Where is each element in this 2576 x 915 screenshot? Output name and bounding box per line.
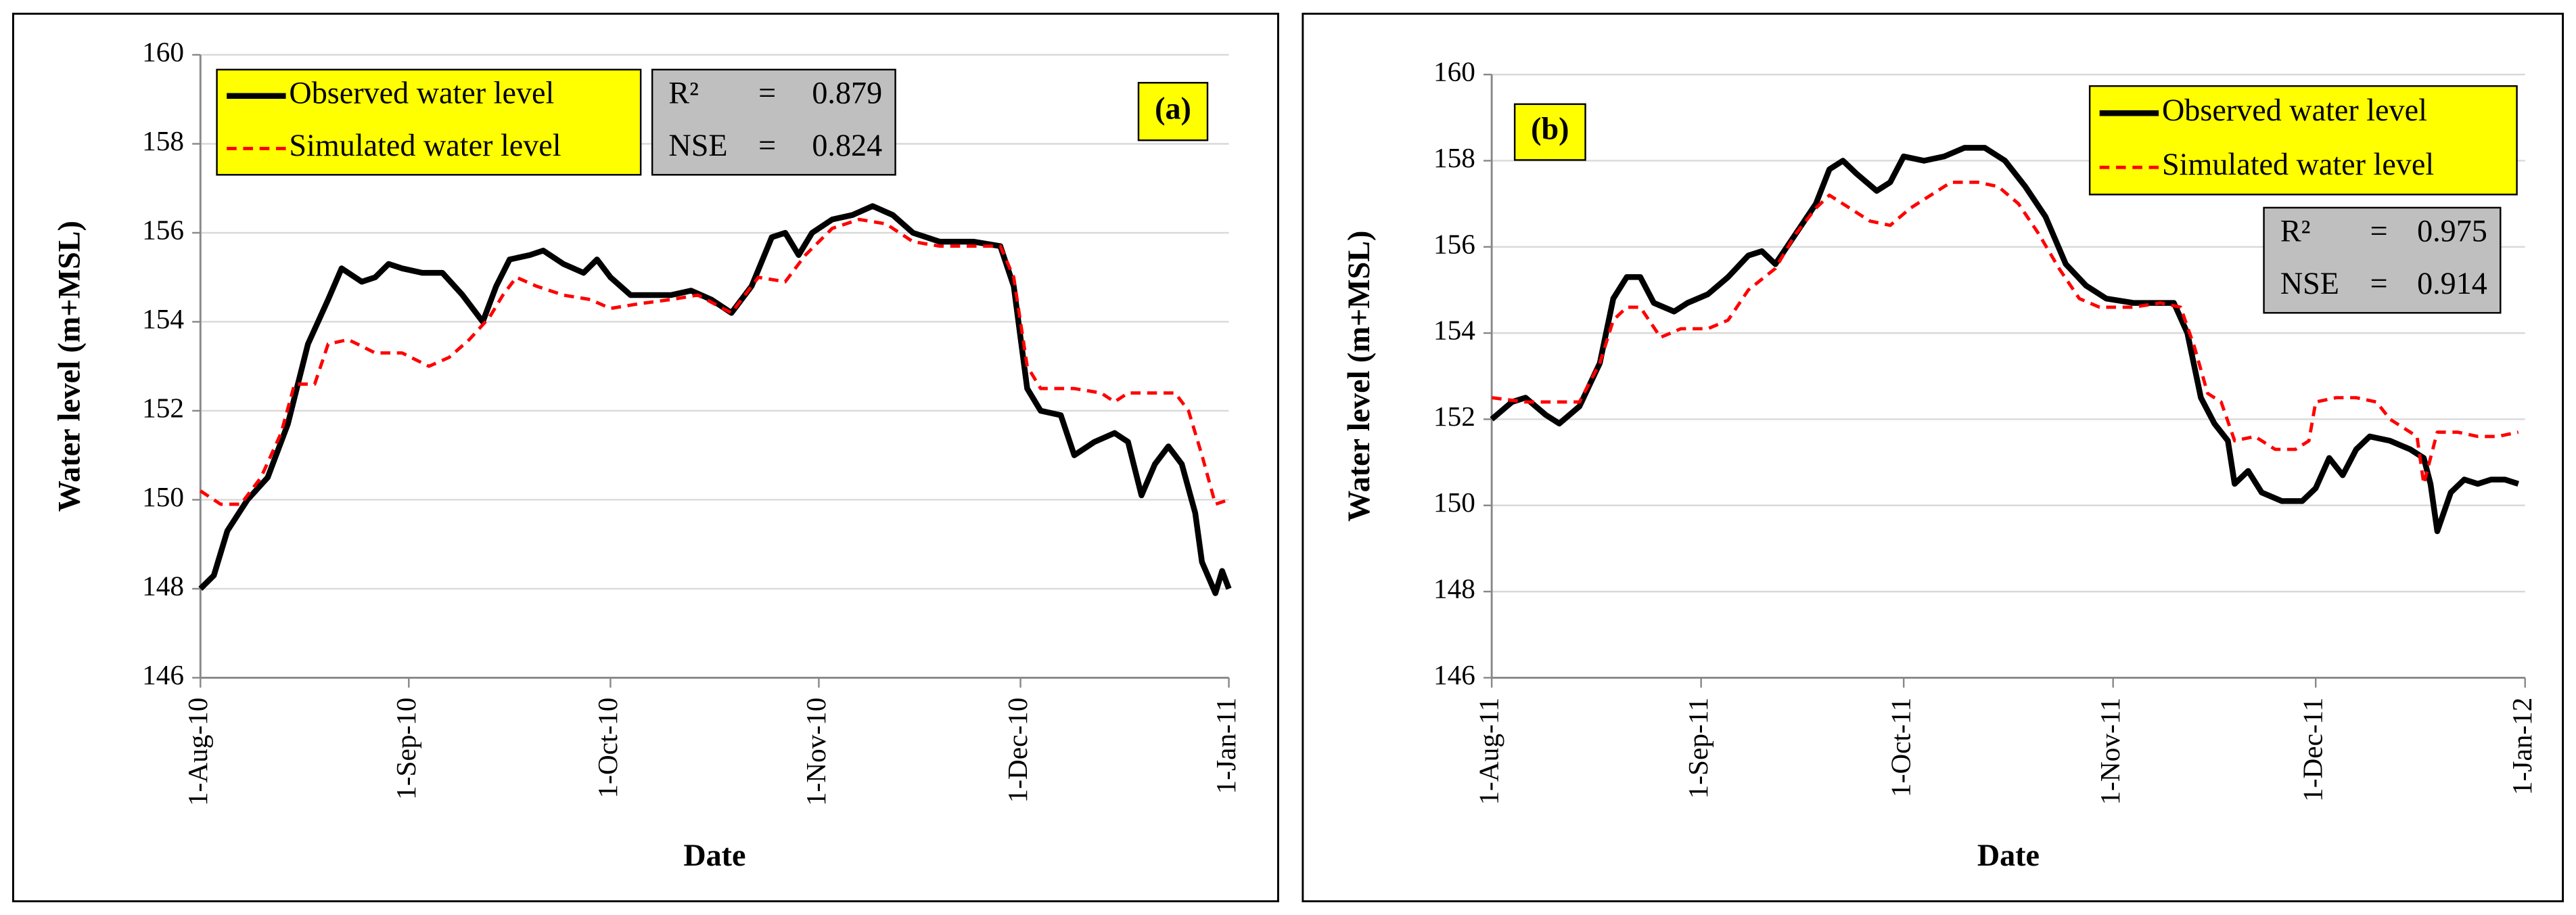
- stat-value: 0.975: [2417, 213, 2487, 248]
- y-tick-label: 146: [1433, 659, 1475, 690]
- y-tick-label: 152: [142, 392, 184, 423]
- legend-label: Observed water level: [2162, 93, 2427, 127]
- stat-label: R²: [2280, 213, 2311, 248]
- stat-sep: =: [2370, 213, 2388, 248]
- y-tick-label: 150: [1433, 487, 1475, 518]
- y-tick-label: 148: [142, 570, 184, 601]
- legend-box: [216, 68, 642, 176]
- x-tick-label: 1-Dec-11: [2297, 698, 2328, 802]
- y-tick-label: 156: [1433, 228, 1475, 259]
- data-line: [1490, 145, 2520, 535]
- y-tick-label: 154: [142, 303, 184, 334]
- y-tick-label: 152: [1433, 401, 1475, 432]
- stat-label: R²: [668, 75, 699, 110]
- x-axis-title: Date: [1977, 838, 2040, 872]
- stats-box: [651, 68, 896, 176]
- panel-label: (a): [1155, 91, 1191, 125]
- panel-label: (b): [1531, 112, 1569, 146]
- x-tick-label: 1-Sep-10: [390, 698, 421, 800]
- y-tick-label: 148: [1433, 573, 1475, 604]
- x-tick-label: 1-Sep-11: [1682, 698, 1714, 799]
- x-tick-label: 1-Aug-11: [1473, 698, 1504, 805]
- x-tick-label: 1-Nov-10: [800, 698, 831, 806]
- stat-value: 0.879: [812, 75, 882, 110]
- stat-label: NSE: [668, 128, 727, 162]
- chart-panel: 146 148 150 152 154 156 158 160 1-Aug-11 1-Sep-11…: [1302, 12, 2564, 903]
- legend-label: Simulated water level: [289, 128, 561, 162]
- x-tick-label: 1-Oct-10: [592, 698, 623, 799]
- panel-label-box: [1513, 103, 1586, 161]
- stat-label: NSE: [2280, 266, 2339, 300]
- y-tick-label: 154: [1433, 315, 1475, 346]
- stat-sep: =: [758, 128, 776, 162]
- y-tick-label: 160: [1433, 56, 1475, 87]
- stat-sep: =: [758, 75, 776, 110]
- stat-sep: =: [2370, 266, 2388, 300]
- data-line: [1491, 180, 2519, 486]
- panel-label-box: [1137, 82, 1209, 141]
- stats-box: [2263, 206, 2502, 314]
- y-tick-label: 146: [142, 659, 184, 690]
- y-axis-title: Water level (m+MSL): [51, 221, 86, 512]
- stat-value: 0.914: [2417, 266, 2487, 300]
- y-tick-label: 150: [142, 481, 184, 512]
- x-axis-title: Date: [683, 838, 745, 872]
- y-axis-title: Water level (m+MSL): [1341, 231, 1376, 522]
- legend-box: [2088, 85, 2518, 196]
- legend-label: Simulated water level: [2162, 147, 2434, 181]
- data-line: [199, 217, 1230, 506]
- legend-label: Observed water level: [289, 75, 554, 110]
- chart-panel: 146 148 150 152 154 156 158 160 1-Aug-10 1-Sep-10…: [12, 12, 1279, 903]
- x-tick-label: 1-Oct-11: [1885, 698, 1916, 797]
- x-tick-label: 1-Dec-10: [1002, 698, 1033, 803]
- stat-value: 0.824: [812, 128, 882, 162]
- data-line: [198, 203, 1232, 596]
- x-tick-label: 1-Nov-11: [2094, 698, 2125, 805]
- y-tick-label: 158: [142, 125, 184, 156]
- y-tick-label: 156: [142, 214, 184, 245]
- x-tick-label: 1-Jan-12: [2506, 698, 2537, 795]
- y-tick-label: 158: [1433, 142, 1475, 173]
- y-tick-label: 160: [142, 36, 184, 67]
- x-tick-label: 1-Jan-11: [1210, 698, 1241, 795]
- x-tick-label: 1-Aug-10: [182, 698, 213, 806]
